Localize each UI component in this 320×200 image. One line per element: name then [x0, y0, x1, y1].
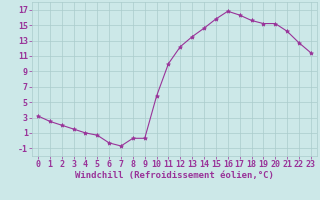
X-axis label: Windchill (Refroidissement éolien,°C): Windchill (Refroidissement éolien,°C) [75, 171, 274, 180]
